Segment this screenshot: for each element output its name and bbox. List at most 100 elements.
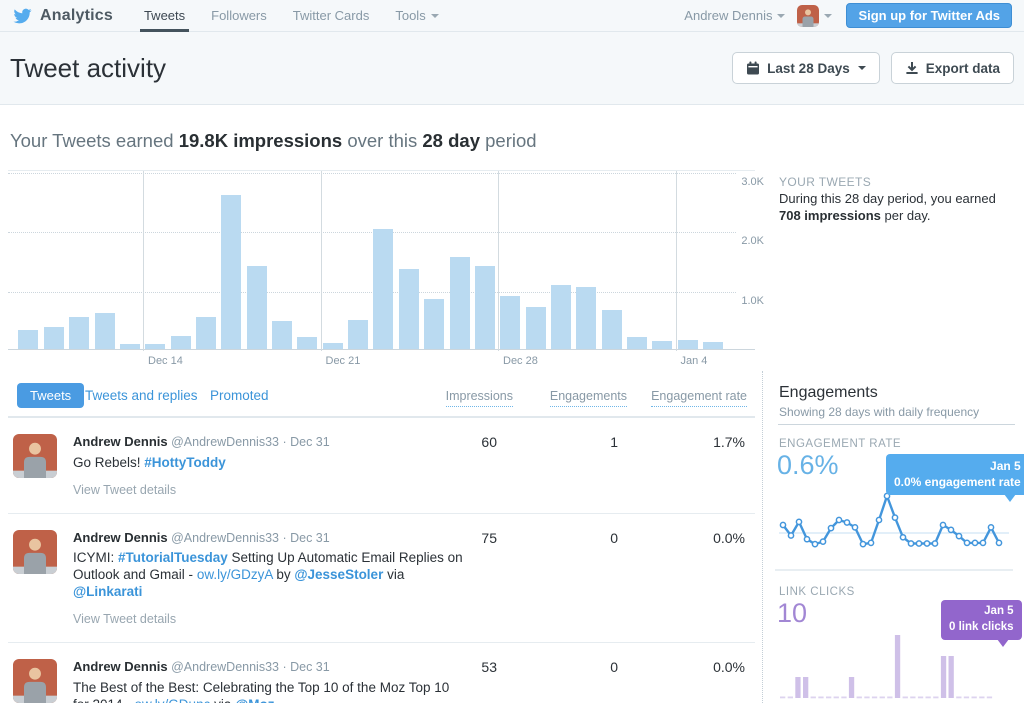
tweet-text: ICYMI: #TutorialTuesday Setting Up Autom… <box>73 549 463 600</box>
y-gridline <box>8 173 736 175</box>
user-menu[interactable]: Andrew Dennis <box>684 8 786 23</box>
brand-label: Analytics <box>40 6 113 24</box>
x-axis-label: Dec 28 <box>503 355 538 367</box>
week-gridline <box>143 171 144 351</box>
impressions-bar-chart[interactable]: 1.0K 2.0K 3.0K Dec 14 Dec 21 Dec 28 Jan 4 <box>8 170 764 367</box>
tweet-engagement-rate: 0.0% <box>713 529 745 546</box>
link-clicks-label: LINK CLICKS <box>779 586 855 598</box>
impressions-bar[interactable] <box>322 342 343 349</box>
tweet-text-part: Setting Up Automatic Email Replies on Ou… <box>73 550 463 583</box>
tweet-link[interactable]: @Moz <box>235 697 274 703</box>
engagements-subtitle: Showing 28 days with daily frequency <box>779 405 980 419</box>
tweet-content: Andrew Dennis @AndrewDennis33 · Dec 31 IC… <box>73 530 463 627</box>
tweet-link[interactable]: @Linkarati <box>73 584 143 600</box>
impressions-bar[interactable] <box>94 313 115 349</box>
tweet-link[interactable]: @JesseStoler <box>294 567 384 583</box>
impressions-bar[interactable] <box>246 266 267 349</box>
tweet-link[interactable]: #HottyToddy <box>144 454 226 470</box>
top-nav: Analytics Tweets Followers Twitter Cards… <box>0 0 1024 32</box>
impressions-bar[interactable] <box>601 310 622 349</box>
tweet-link[interactable]: ow.ly/GDzyA <box>196 567 273 583</box>
impressions-bar[interactable] <box>627 336 647 349</box>
tweet-author-name[interactable]: Andrew Dennis <box>73 529 168 545</box>
impressions-bar[interactable] <box>221 194 242 349</box>
impressions-bar[interactable] <box>297 336 318 349</box>
impressions-bar[interactable] <box>576 286 597 349</box>
impressions-bar[interactable] <box>195 317 216 349</box>
impressions-bar[interactable] <box>18 330 39 349</box>
impressions-bar[interactable] <box>170 335 191 349</box>
date-range-button[interactable]: Last 28 Days <box>732 52 880 84</box>
tweet-list: Andrew Dennis @AndrewDennis33 · Dec 31 Go… <box>8 418 755 703</box>
tweet-engagement-rate: 0.0% <box>713 659 745 676</box>
chevron-down-icon <box>430 13 439 18</box>
chevron-down-icon <box>777 13 786 18</box>
impressions-bar[interactable] <box>145 344 166 349</box>
nav-right: Andrew Dennis Sign up for Twitter Ads <box>684 3 1012 28</box>
column-header-engagement-rate[interactable]: Engagement rate <box>651 389 747 407</box>
avatar-image <box>797 4 820 27</box>
tab-followers[interactable]: Followers <box>211 8 267 23</box>
impressions-bar[interactable] <box>398 269 419 349</box>
column-header-impressions[interactable]: Impressions <box>445 389 513 407</box>
impressions-bar[interactable] <box>119 344 140 349</box>
page-title: Tweet activity <box>10 52 167 83</box>
sidebar-divider <box>778 424 1015 425</box>
user-name: Andrew Dennis <box>684 8 773 23</box>
tweets-panel: Tweets Tweets and replies Promoted Impre… <box>8 383 755 703</box>
impressions-bar[interactable] <box>348 320 368 349</box>
signup-twitter-ads-button[interactable]: Sign up for Twitter Ads <box>846 3 1012 28</box>
analytics-home-link[interactable]: Analytics <box>12 7 113 25</box>
impressions-bar[interactable] <box>703 342 723 349</box>
profile-photo <box>13 659 57 703</box>
tweet-text-part: via <box>383 567 405 583</box>
filter-tab-tweets[interactable]: Tweets <box>17 383 85 408</box>
x-axis-label: Dec 14 <box>148 355 183 367</box>
tweet-header: Andrew Dennis @AndrewDennis33 · Dec 31 <box>73 434 463 451</box>
tweet-date: · Dec 31 <box>278 530 330 545</box>
impressions-bar[interactable] <box>69 317 90 349</box>
impressions-bar[interactable] <box>43 326 64 349</box>
tab-tweets[interactable]: Tweets <box>139 0 190 32</box>
your-tweets-heading: YOUR TWEETS <box>779 175 872 189</box>
tweet-author-handle[interactable]: @AndrewDennis33 <box>167 660 279 675</box>
engagement-rate-chart[interactable] <box>765 492 1015 572</box>
tweet-text-part: Go Rebels! <box>73 454 145 470</box>
impressions-bar[interactable] <box>272 321 292 349</box>
tweet-text-part: via <box>210 697 235 703</box>
impressions-bar[interactable] <box>474 266 495 349</box>
tweet-author-handle[interactable]: @AndrewDennis33 <box>167 435 279 449</box>
filter-tab-tweets-and-replies[interactable]: Tweets and replies <box>85 388 198 403</box>
avatar[interactable] <box>797 4 820 27</box>
date-range-label: Last 28 Days <box>767 60 850 76</box>
impressions-bar[interactable] <box>500 295 521 349</box>
impressions-bar[interactable] <box>677 340 698 349</box>
tweet-link[interactable]: #TutorialTuesday <box>118 550 228 566</box>
tweet-header: Andrew Dennis @AndrewDennis33 · Dec 31 <box>73 659 463 676</box>
tweet-author-handle[interactable]: @AndrewDennis33 <box>167 530 279 545</box>
tweet-link[interactable]: ow.ly/GDunc <box>135 697 211 703</box>
impressions-bar[interactable] <box>424 299 445 349</box>
filter-tab-promoted[interactable]: Promoted <box>210 388 269 403</box>
engagements-title: Engagements <box>779 384 878 401</box>
tweet-author-name[interactable]: Andrew Dennis <box>73 434 168 449</box>
tab-twitter-cards[interactable]: Twitter Cards <box>292 8 370 23</box>
view-tweet-details-link[interactable]: View Tweet details <box>73 612 177 627</box>
impressions-bar[interactable] <box>449 256 470 349</box>
impressions-bar[interactable] <box>550 285 571 349</box>
tweet-header: Andrew Dennis @AndrewDennis33 · Dec 31 <box>73 530 463 547</box>
column-header-engagements[interactable]: Engagements <box>549 389 627 407</box>
view-tweet-details-link[interactable]: View Tweet details <box>73 482 177 497</box>
tweet-engagements: 1 <box>610 434 618 450</box>
engagement-rate-value: 0.6% <box>777 450 839 480</box>
impressions-bar[interactable] <box>525 306 546 349</box>
link-clicks-chart[interactable] <box>765 630 1015 703</box>
tab-tools[interactable]: Tools <box>393 0 440 32</box>
tweet-row: Andrew Dennis @AndrewDennis33 · Dec 31 Go… <box>8 418 755 514</box>
impressions-bar[interactable] <box>652 341 673 349</box>
link-clicks-tooltip: Jan 5 0 link clicks <box>941 600 1022 648</box>
export-data-button[interactable]: Export data <box>890 52 1014 84</box>
impressions-bar[interactable] <box>373 228 394 349</box>
tweet-author-name[interactable]: Andrew Dennis <box>73 659 168 675</box>
